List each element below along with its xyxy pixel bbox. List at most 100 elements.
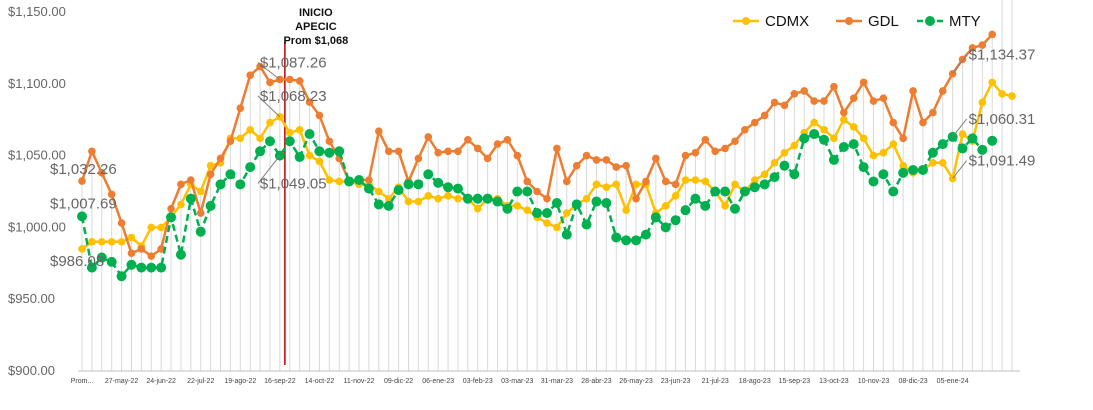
x-tick-label: 31-mar-23 [541,378,573,385]
value-callout: $1,091.49 [969,153,1036,170]
mty-point [116,271,127,282]
gdl-point [285,75,294,84]
cdmx-point [315,157,324,166]
gdl-point [543,194,551,203]
cdmx-point [582,194,591,203]
gdl-point [770,98,779,107]
gdl-point [691,148,700,157]
x-tick-label: 18-ago-23 [739,378,771,385]
value-callout: $1,060.31 [969,111,1036,128]
gdl-point [167,204,175,213]
x-tick-label: 11-nov-22 [344,378,375,385]
gdl-point [187,176,195,184]
gdl-point [652,154,660,163]
mty-point [542,208,552,219]
cdmx-point [622,206,630,214]
mty-point [591,196,602,207]
cdmx-point [760,170,769,179]
mty-point [423,169,434,180]
cdmx-point [553,223,561,232]
mty-point [235,179,246,190]
gdl-point [266,78,274,87]
value-callout: $1,134.37 [969,47,1036,64]
y-tick-label: $900.00 [8,363,55,378]
x-tick-label: 27-may-22 [105,378,139,385]
x-tick-label: 06-ene-23 [422,378,454,385]
cdmx-point [325,176,334,184]
mty-point [917,164,928,175]
gdl-point [325,137,334,146]
mty-point [363,183,374,194]
gdl-point [216,154,225,163]
event-label: APECIC [295,21,337,33]
cdmx-point [117,237,126,246]
gdl-point [434,148,442,157]
mty-point [354,175,365,186]
cdmx-point [602,183,611,191]
cdmx-point [929,158,937,167]
mty-point [146,262,157,273]
gdl-point [177,180,185,189]
gdl-point [741,125,749,134]
gdl-point [88,147,96,156]
cdmx-point [157,223,165,232]
mty-point [660,222,671,233]
mty-point [373,199,384,210]
gdl-point [582,151,591,160]
cdmx-point [750,176,759,184]
cdmx-point [236,134,245,143]
mty-point [749,182,760,193]
y-tick-label: $1,150.00 [8,4,66,19]
mty-point [987,135,998,146]
cdmx-point [107,237,116,246]
mty-point [650,212,661,223]
mty-point [789,169,800,180]
gdl-point [97,169,106,177]
gdl-point [295,77,304,85]
gdl-point [701,136,710,144]
x-tick-label: Prom... [71,378,94,385]
gdl-point [681,151,690,160]
mty-point [205,200,216,211]
cdmx-point [285,128,294,137]
mty-point [739,186,750,197]
value-callout: $1,087.26 [260,54,327,71]
gdl-point [711,147,719,156]
value-callout: $1,032.26 [50,161,117,178]
mty-point [670,215,681,226]
callout-leader [952,160,968,179]
cdmx-point [830,134,838,143]
gdl-point [305,98,314,106]
cdmx-point [770,158,779,167]
mty-point [809,129,820,140]
annotations: $1,032.26 $1,007.69 $986.08 $1,087.26 $1,068… [50,47,1035,270]
gdl-point [721,144,729,153]
x-tick-label: 03-mar-23 [501,378,533,385]
mty-point [611,232,622,243]
event-label: Prom $1,068 [283,35,348,47]
mty-point [334,146,345,157]
gdl-point [661,177,670,186]
gdl-point [988,30,997,39]
legend-marker-cdmx [742,17,750,25]
gdl-point [830,82,838,91]
mty-point [799,133,810,144]
mty-point [838,141,849,152]
gdl-point [919,118,927,127]
value-callout: $986.08 [50,253,104,270]
mty-point [413,179,424,190]
cdmx-point [404,197,413,206]
gdl-point [731,137,739,146]
cdmx-point [859,134,868,143]
x-tick-label: 08-dic-23 [898,378,927,385]
mty-point [710,186,721,197]
mty-point [512,186,523,197]
gdl-point [889,118,898,127]
mty-point [888,186,899,197]
x-tick-label: 22-jul-22 [187,378,214,385]
mty-point [245,162,256,173]
gdl-point [899,134,907,143]
mty-point [492,196,503,207]
x-tick-label: 19-ago-22 [224,378,256,385]
value-callout: $1,007.69 [50,195,117,212]
